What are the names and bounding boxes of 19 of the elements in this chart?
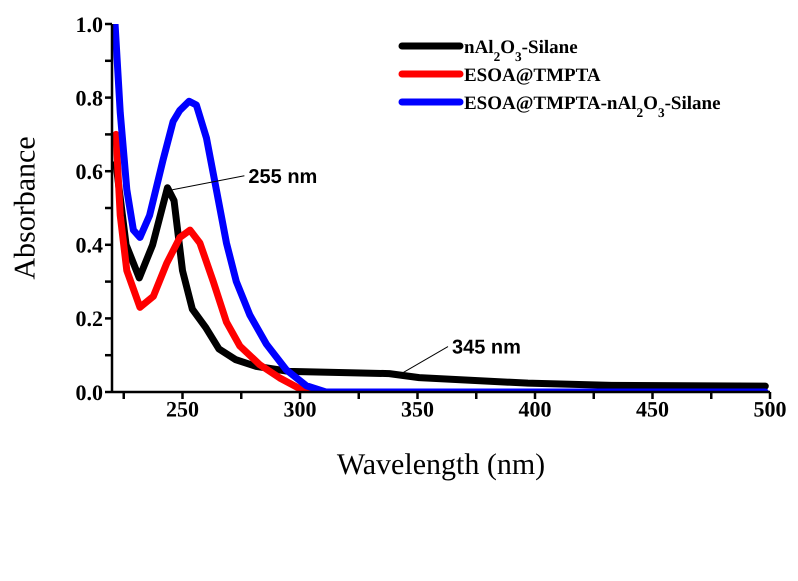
x-tick-label: 400: [518, 396, 552, 422]
x-tick-label: 350: [401, 396, 434, 422]
legend-label: nAl$_{2}$O$_{3}$-Silane: [464, 37, 578, 64]
y-tick-label: 1.0: [76, 12, 103, 37]
x-axis-title: Wavelength (nm): [336, 448, 546, 481]
annotation: 345 nm: [452, 336, 521, 359]
y-tick-label: 0.6: [76, 159, 103, 184]
y-tick-label: 0.2: [76, 306, 103, 332]
y-axis-title: Absorbance: [8, 136, 42, 280]
legend-label: ESOA@TMPTA-nAl$_{2}$O$_{3}$-Silane: [464, 93, 721, 120]
y-tick-label: 0.4: [76, 232, 103, 258]
x-tick-label: 450: [636, 396, 669, 422]
x-tick-label: 300: [284, 396, 316, 422]
annotation: 255 nm: [248, 166, 318, 188]
y-tick-label: 0.0: [76, 380, 103, 405]
y-tick-label: 0.8: [76, 85, 103, 110]
x-tick-label: 500: [754, 396, 786, 422]
x-tick-label: 250: [166, 396, 199, 422]
legend-label: ESOA@TMPTA: [464, 65, 601, 86]
